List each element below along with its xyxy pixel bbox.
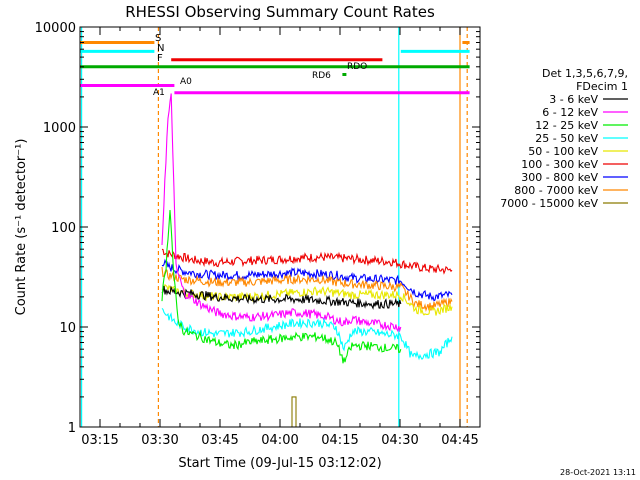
x-tick-label-04-00: 04:00 (261, 433, 298, 448)
timestamp-stamp: 28-Oct-2021 13:11 (560, 468, 636, 477)
x-tick-label-03-15: 03:15 (81, 433, 118, 448)
x-tick-label-03-45: 03:45 (201, 433, 238, 448)
legend-label-25-50-kev: 25 - 50 keV (535, 132, 598, 145)
y-tick-label-10000: 10000 (35, 21, 76, 36)
flag-label-n: N (157, 43, 164, 54)
legend-label-6-12-kev: 6 - 12 keV (542, 106, 598, 119)
y-tick-label-1000: 1000 (43, 121, 76, 136)
x-tick-label-04-15: 04:15 (321, 433, 358, 448)
flag-label-a0: A0 (180, 77, 192, 87)
series-line-100-300-kev (161, 248, 453, 275)
y-tick-label-1: 1 (68, 421, 76, 436)
series-line-25-50-kev (161, 308, 453, 361)
series-line-7000-15000-kev (291, 396, 297, 427)
series-line-6-12-kev (161, 93, 402, 333)
flag-label-rd6: RD6 (312, 71, 331, 81)
legend-header-1: FDecim 1 (576, 80, 628, 93)
flag-label-a1: A1 (153, 88, 165, 98)
x-tick-label-04-30: 04:30 (381, 433, 418, 448)
legend-label-7000-15000-kev: 7000 - 15000 keV (500, 197, 598, 210)
y-tick-label-10: 10 (59, 321, 76, 336)
x-tick-label-03-30: 03:30 (141, 433, 178, 448)
series-line-12-25-kev (161, 209, 402, 364)
x-axis-label: Start Time (09-Jul-15 03:12:02) (178, 456, 381, 471)
legend-label-100-300-kev: 100 - 300 keV (521, 158, 598, 171)
legend-label-50-100-kev: 50 - 100 keV (528, 145, 598, 158)
legend-label-300-800-kev: 300 - 800 keV (521, 171, 598, 184)
y-axis-label: Count Rate (s⁻¹ detector⁻¹) (14, 139, 29, 316)
chart-title: RHESSI Observing Summary Count Rates (125, 3, 435, 21)
legend-header-0: Det 1,3,5,6,7,9, (542, 67, 628, 80)
legend-label-3-6-kev: 3 - 6 keV (549, 93, 598, 106)
series-line-3-6-kev (161, 285, 402, 310)
legend-label-800-7000-kev: 800 - 7000 keV (514, 184, 598, 197)
series-line-300-800-kev (161, 258, 453, 302)
y-tick-label-100: 100 (51, 221, 76, 236)
x-tick-label-04-45: 04:45 (441, 433, 478, 448)
legend-label-12-25-kev: 12 - 25 keV (535, 119, 598, 132)
flag-label-rdo: RDO (347, 62, 367, 72)
flag-label-s: S (155, 33, 161, 44)
flag-label-f: F (157, 53, 163, 64)
series-line-800-7000-kev (161, 267, 453, 313)
